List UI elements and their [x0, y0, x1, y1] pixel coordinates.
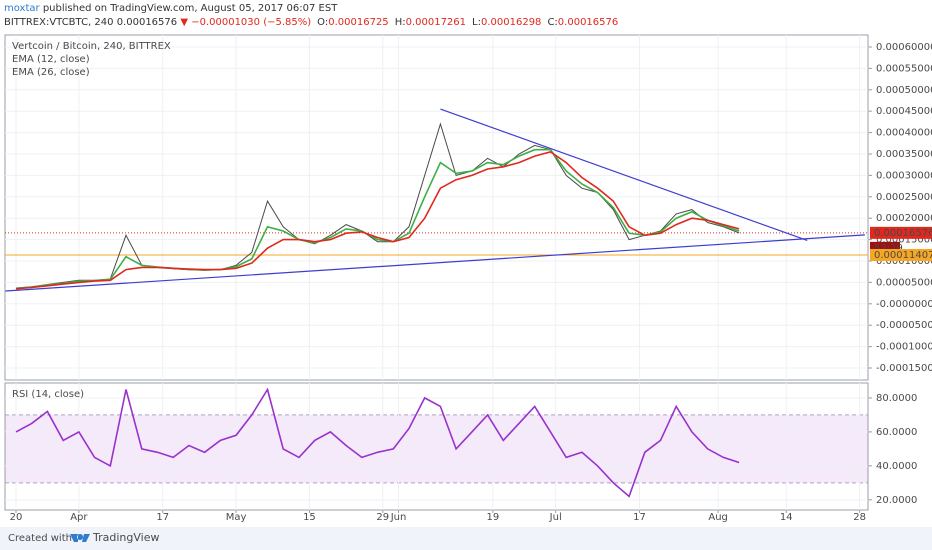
ohlc-label: C:: [547, 17, 557, 28]
y-tick-label: -0.00015000: [876, 363, 932, 374]
legend-entry: EMA (12, close): [12, 54, 90, 65]
countdown: 52:29: [874, 243, 903, 254]
last: 0.00016576: [117, 17, 177, 28]
y-tick-label: 0.00015000: [876, 235, 932, 246]
ohlc-label: H:: [395, 17, 406, 28]
y-tick-label: 0.00055000: [876, 63, 932, 74]
series-line: [15, 151, 740, 290]
author: moxtar: [4, 3, 41, 14]
price-box: [870, 226, 932, 239]
x-tick-label: 20: [10, 512, 23, 523]
ohlc-value: 0.00017261: [406, 17, 466, 28]
y-tick-label: 0.00035000: [876, 149, 932, 160]
panel-frame: [4, 34, 869, 381]
x-tick-label: Apr: [70, 512, 88, 523]
symbol-line: BITTREX:VTCBTC, 240 0.00016576 ▼ −0.0000…: [4, 17, 618, 28]
series-line: [15, 122, 740, 289]
series-line: [15, 148, 740, 290]
price-label: 0.00011407: [874, 250, 932, 261]
ohlc-value: 0.00016725: [328, 17, 388, 28]
series-line: [15, 387, 740, 498]
x-tick-label: Jun: [390, 512, 407, 523]
y-tick-label: 0.00025000: [876, 192, 932, 203]
y-tick-label: 0.00050000: [876, 85, 932, 96]
ohlc-label: L:: [472, 17, 481, 28]
ohlc-value: 0.00016298: [481, 17, 541, 28]
trend-line: [440, 108, 808, 242]
x-tick-label: May: [226, 512, 247, 523]
y-tick-label: -0.00005000: [876, 320, 932, 331]
change: ▼ −0.00001030 (−5.85%): [180, 17, 311, 28]
x-tick-label: Jul: [549, 512, 562, 523]
y-tick-label: -0.00010000: [876, 342, 932, 353]
x-tick-label: 17: [156, 512, 169, 523]
logo: [70, 534, 90, 542]
y-tick-label: 60.0000: [876, 427, 917, 438]
panel-frame: [4, 382, 869, 511]
y-tick-label: 0.00060000: [876, 42, 932, 53]
ohlc-label: O:: [317, 17, 328, 28]
x-tick-label: 17: [633, 512, 646, 523]
legend-entry: RSI (14, close): [12, 389, 84, 400]
price-label: 0.00016576: [874, 228, 932, 239]
x-tick-label: 29: [376, 512, 389, 523]
y-tick-label: 0.00040000: [876, 128, 932, 139]
published: published on TradingView.com, August 05,…: [43, 3, 338, 14]
y-tick-label: -0.00000000: [876, 299, 932, 310]
y-tick-label: 0.00045000: [876, 106, 932, 117]
y-tick-label: 0.00030000: [876, 170, 932, 181]
x-tick-label: 15: [303, 512, 316, 523]
y-tick-label: 0.00005000: [876, 277, 932, 288]
legend-entry: Vertcoin / Bitcoin, 240, BITTREX: [12, 41, 171, 52]
x-tick-label: 28: [853, 512, 866, 523]
symbol: BITTREX:VTCBTC, 240: [4, 17, 114, 28]
y-tick-label: 40.0000: [876, 461, 917, 472]
y-tick-label: 20.0000: [876, 495, 917, 506]
price-box: [870, 248, 932, 261]
y-tick-label: 0.00010000: [876, 256, 932, 267]
ohlc-value: 0.00016576: [558, 17, 618, 28]
x-tick-label: 19: [486, 512, 499, 523]
trend-line: [5, 234, 865, 292]
y-tick-label: 0.00020000: [876, 213, 932, 224]
brand: TradingView: [92, 531, 159, 544]
x-tick-label: 14: [780, 512, 793, 523]
x-tick-label: Aug: [708, 512, 728, 523]
footer-bar: [0, 527, 932, 550]
created-with: Created with: [8, 533, 72, 544]
rsi-band: [5, 414, 868, 483]
header-line: moxtar published on TradingView.com, Aug…: [4, 3, 338, 14]
legend-entry: EMA (26, close): [12, 67, 90, 78]
y-tick-label: 80.0000: [876, 393, 917, 404]
